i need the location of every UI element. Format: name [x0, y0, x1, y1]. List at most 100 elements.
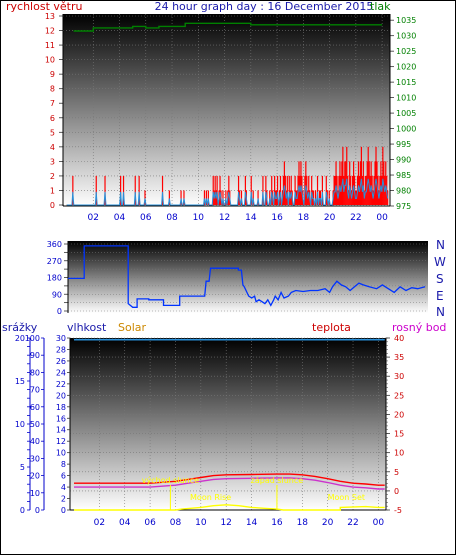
bottom-time-tick-label: 04 [119, 518, 131, 528]
compass-e: E [436, 289, 444, 303]
direction-tick-label: 270 [47, 257, 62, 266]
graph-title: 24 hour graph day : 16 December 2015 [155, 0, 374, 13]
wind-speed-tick-label: 3 [50, 157, 55, 166]
solar-tick-label: 2 [61, 495, 66, 504]
wind-speed-tick-label: 6 [50, 114, 55, 123]
precipitation-tick-label: 15 [15, 377, 25, 386]
wind-average-series [67, 178, 389, 206]
pressure-tick-label: 985 [396, 171, 411, 180]
humidity-tick-label: 10 [30, 489, 40, 498]
precipitation-label: srážky [2, 321, 38, 334]
solar-tick-label: 14 [56, 426, 66, 435]
solar-tick-label: 30 [56, 334, 66, 343]
wind-speed-label: rychlost větru [6, 0, 82, 13]
top-time-tick-label: 00 [376, 213, 388, 223]
pressure-tick-label: 990 [396, 156, 411, 165]
moonrise-label: Moon Rise [190, 493, 231, 502]
wind-speed-tick-label: 10 [45, 56, 55, 65]
temperature-plot-area [70, 338, 386, 510]
bottom-time-tick-label: 18 [297, 518, 309, 528]
solar-tick-label: 22 [56, 380, 66, 389]
solar-tick-label: 16 [56, 414, 66, 423]
bottom-time-tick-label: 16 [271, 518, 283, 528]
direction-axis: 0 90 180 270 360 [47, 240, 69, 316]
bottom-time-tick-label: 10 [195, 518, 207, 528]
temperature-series [74, 473, 385, 486]
precipitation-tick-label: 0 [20, 506, 25, 515]
top-time-axis: 02 04 06 08 10 12 14 16 18 20 22 00 [63, 205, 390, 223]
direction-tick-label: 360 [47, 240, 62, 249]
top-time-tick-label: 02 [88, 213, 99, 223]
top-time-tick-label: 16 [271, 213, 283, 223]
top-time-tick-label: 14 [245, 213, 257, 223]
temperature-tick-label: -5 [394, 506, 402, 515]
pressure-tick-label: 1020 [396, 63, 416, 72]
humidity-tick-label: 40 [30, 437, 40, 446]
wind-speed-tick-label: 0 [50, 201, 55, 210]
pressure-tick-label: 1035 [396, 16, 416, 25]
humidity-tick-label: 70 [30, 386, 40, 395]
solar-tick-label: 26 [56, 357, 66, 366]
top-time-tick-label: 20 [324, 213, 336, 223]
top-time-tick-label: 04 [114, 213, 126, 223]
pressure-tick-label: 1015 [396, 78, 416, 87]
bottom-time-tick-label: 12 [220, 518, 231, 528]
temperature-tick-label: 40 [394, 334, 404, 343]
bottom-time-tick-label: 02 [94, 518, 105, 528]
direction-plot-area [68, 241, 428, 313]
direction-tick-label: 0 [57, 307, 62, 316]
bottom-time-tick-label: 22 [347, 518, 358, 528]
dewpoint-series [74, 477, 385, 490]
solar-tick-label: 10 [56, 449, 66, 458]
precipitation-tick-label: 10 [15, 420, 25, 429]
humidity-tick-label: 30 [30, 454, 40, 463]
wind-grid [63, 14, 390, 206]
pressure-tick-label: 975 [396, 202, 411, 211]
compass-w: W [434, 255, 446, 269]
wind-speed-tick-label: 8 [50, 85, 55, 94]
solar-tick-label: 12 [56, 437, 66, 446]
sun-moon-annotations: východ slunce západ slunce Moon Rise Moon S… [142, 476, 365, 510]
solar-series [74, 504, 385, 511]
top-time-tick-label: 18 [298, 213, 310, 223]
humidity-tick-label: 0 [35, 506, 40, 515]
direction-tick-label: 90 [52, 290, 62, 299]
temperature-tick-label: 30 [394, 372, 404, 381]
bottom-time-tick-label: 20 [322, 518, 334, 528]
moonset-label: Moon Set [328, 493, 365, 502]
wind-speed-tick-label: 12 [45, 27, 55, 36]
dewpoint-label: rosný bod [392, 321, 446, 334]
top-time-tick-label: 06 [140, 213, 152, 223]
temperature-tick-label: 15 [394, 430, 404, 439]
bottom-time-tick-label: 08 [170, 518, 182, 528]
top-time-tick-label: 10 [193, 213, 205, 223]
solar-label: Solar [118, 321, 147, 334]
wind-speed-tick-label: 9 [50, 70, 55, 79]
compass-s: S [436, 272, 444, 286]
wind-speed-tick-label: 13 [45, 12, 55, 21]
pressure-tick-label: 980 [396, 187, 411, 196]
wind-speed-tick-label: 4 [50, 143, 55, 152]
sunrise-label: východ slunce [142, 476, 199, 485]
solar-tick-label: 0 [61, 506, 66, 515]
solar-tick-label: 24 [56, 368, 66, 377]
wind-speed-tick-label: 11 [45, 41, 55, 50]
humidity-tick-label: 80 [30, 368, 40, 377]
solar-tick-label: 18 [56, 403, 66, 412]
sunset-label: západ slunce [251, 476, 304, 485]
dewpoint-line [74, 477, 385, 490]
wind-speed-tick-label: 7 [50, 99, 55, 108]
wind-direction-series [68, 245, 426, 308]
solar-tick-label: 4 [61, 483, 66, 492]
temperature-tick-label: 20 [394, 410, 404, 419]
temperature-tick-label: 10 [394, 449, 404, 458]
wind-direction-line [68, 245, 426, 308]
temperature-tick-label: 35 [394, 353, 404, 362]
pressure-tick-label: 995 [396, 140, 411, 149]
top-time-tick-label: 12 [219, 213, 230, 223]
pressure-tick-label: 1030 [396, 32, 416, 41]
temperature-line [74, 473, 385, 486]
temperature-tick-label: 5 [394, 468, 399, 477]
bottom-time-tick-label: 14 [246, 518, 258, 528]
bottom-time-tick-label: 00 [373, 518, 385, 528]
